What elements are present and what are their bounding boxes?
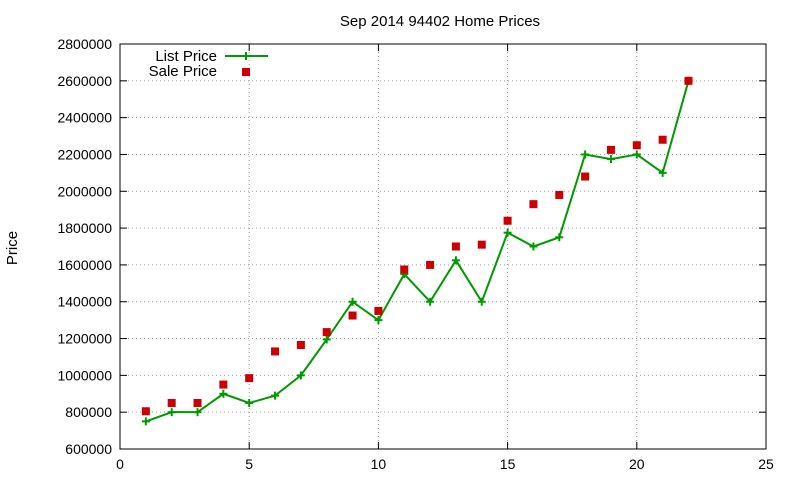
list-price-point — [271, 391, 280, 400]
sale-price-point — [451, 242, 460, 251]
y-tick-label: 600000 — [65, 441, 112, 457]
sale-price-point — [684, 76, 693, 85]
x-tick-label: 10 — [371, 456, 387, 472]
sale-price-point — [141, 407, 150, 416]
plot-border — [119, 43, 767, 450]
y-tick-label: 2800000 — [57, 36, 112, 52]
list-price-point — [219, 389, 228, 398]
y-tick-label: 2200000 — [57, 146, 112, 162]
list-price-line — [145, 80, 690, 423]
sale-price-point — [167, 398, 176, 407]
list-price-point — [451, 256, 460, 265]
x-tick-label: 15 — [500, 456, 516, 472]
y-tick-label: 2600000 — [57, 73, 112, 89]
axes: 0 5 10 15 20 25 600000 800000 1000000 1200000 1400… — [57, 36, 774, 472]
x-tick-label: 25 — [758, 456, 774, 472]
y-tick-label: 1000000 — [57, 367, 112, 383]
sale-price-point — [632, 141, 641, 150]
sale-price-point — [348, 311, 357, 320]
sale-price-point — [193, 398, 202, 407]
chart-title: Sep 2014 94402 Home Prices — [340, 13, 540, 30]
list-price-point — [477, 297, 486, 306]
sale-price-point — [555, 190, 564, 199]
y-tick-label: 2000000 — [57, 183, 112, 199]
list-price-point — [606, 155, 615, 164]
y-tick-label: 2400000 — [57, 110, 112, 126]
list-price-point — [322, 335, 331, 344]
sale-price-point — [581, 172, 590, 181]
list-price-point — [141, 417, 150, 426]
list-price-point — [529, 242, 538, 251]
list-price-point — [245, 398, 254, 407]
sale-price-point — [606, 145, 615, 154]
legend-label-sale-price: Sale Price — [149, 63, 217, 80]
sale-price-point — [426, 260, 435, 269]
list-price-point — [503, 228, 512, 237]
sale-price-point — [529, 200, 538, 209]
list-price-point — [426, 297, 435, 306]
list-price-point — [632, 150, 641, 159]
y-tick-label: 1400000 — [57, 294, 112, 310]
sale-price-point — [374, 306, 383, 315]
x-tick-label: 5 — [245, 456, 253, 472]
y-tick-label: 1800000 — [57, 220, 112, 236]
list-price-point — [296, 371, 305, 380]
y-tick-label: 1600000 — [57, 257, 112, 273]
sale-price-point — [296, 340, 305, 349]
sale-price-point — [658, 135, 667, 144]
list-price-point — [374, 316, 383, 325]
list-price-point — [167, 408, 176, 417]
legend-sample-sale-price — [242, 68, 250, 76]
y-axis-label: Price — [4, 231, 21, 265]
plot-area — [141, 76, 693, 426]
list-price-point — [581, 150, 590, 159]
y-tick-label: 1200000 — [57, 331, 112, 347]
list-price-point — [348, 297, 357, 306]
sale-price-point — [400, 265, 409, 274]
sale-price-point — [477, 240, 486, 249]
x-tick-label: 0 — [116, 456, 124, 472]
list-price-point — [555, 233, 564, 242]
sale-price-point — [503, 216, 512, 225]
sale-price-point — [322, 328, 331, 337]
legend: List Price Sale Price — [149, 48, 268, 80]
sale-price-point — [245, 374, 254, 383]
list-price-point — [193, 408, 202, 417]
legend-label-list-price: List Price — [155, 48, 217, 65]
x-tick-label: 20 — [629, 456, 645, 472]
sale-price-point — [271, 347, 280, 356]
sale-price-point — [219, 380, 228, 389]
y-tick-label: 800000 — [65, 404, 112, 420]
list-price-point — [658, 168, 667, 177]
